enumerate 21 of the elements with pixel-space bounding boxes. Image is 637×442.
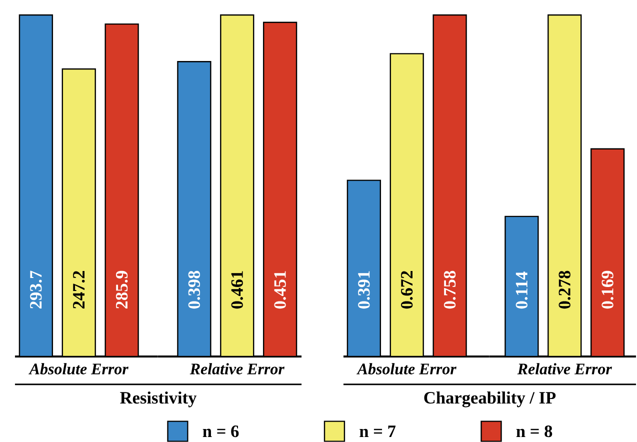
x-tick-label: Absolute Error	[28, 363, 128, 374]
data-label: 0.758	[444, 270, 456, 309]
x-tick-label: Relative Error	[190, 363, 285, 374]
data-label: 0.169	[602, 270, 614, 309]
data-label: 0.398	[188, 270, 200, 309]
x-tick-label: Relative Error	[517, 363, 612, 374]
data-label: 0.278	[558, 270, 571, 309]
data-label: 247.2	[73, 271, 85, 309]
legend-label: n = 6	[202, 426, 239, 438]
data-label: 0.461	[231, 271, 244, 309]
legend-label: n = 7	[360, 426, 396, 438]
legend-label: n = 8	[516, 426, 552, 438]
data-label: 0.451	[274, 271, 286, 309]
x-axis-title: Resistivity	[120, 392, 197, 408]
data-label: 293.7	[30, 270, 42, 309]
data-label: 285.9	[116, 270, 128, 309]
x-tick-label: Absolute Error	[356, 363, 456, 374]
data-label: 0.672	[400, 271, 413, 309]
data-label: 0.391	[358, 271, 370, 309]
data-label: 0.114	[516, 272, 528, 309]
x-axis-title: Chargeability / IP	[424, 392, 556, 408]
